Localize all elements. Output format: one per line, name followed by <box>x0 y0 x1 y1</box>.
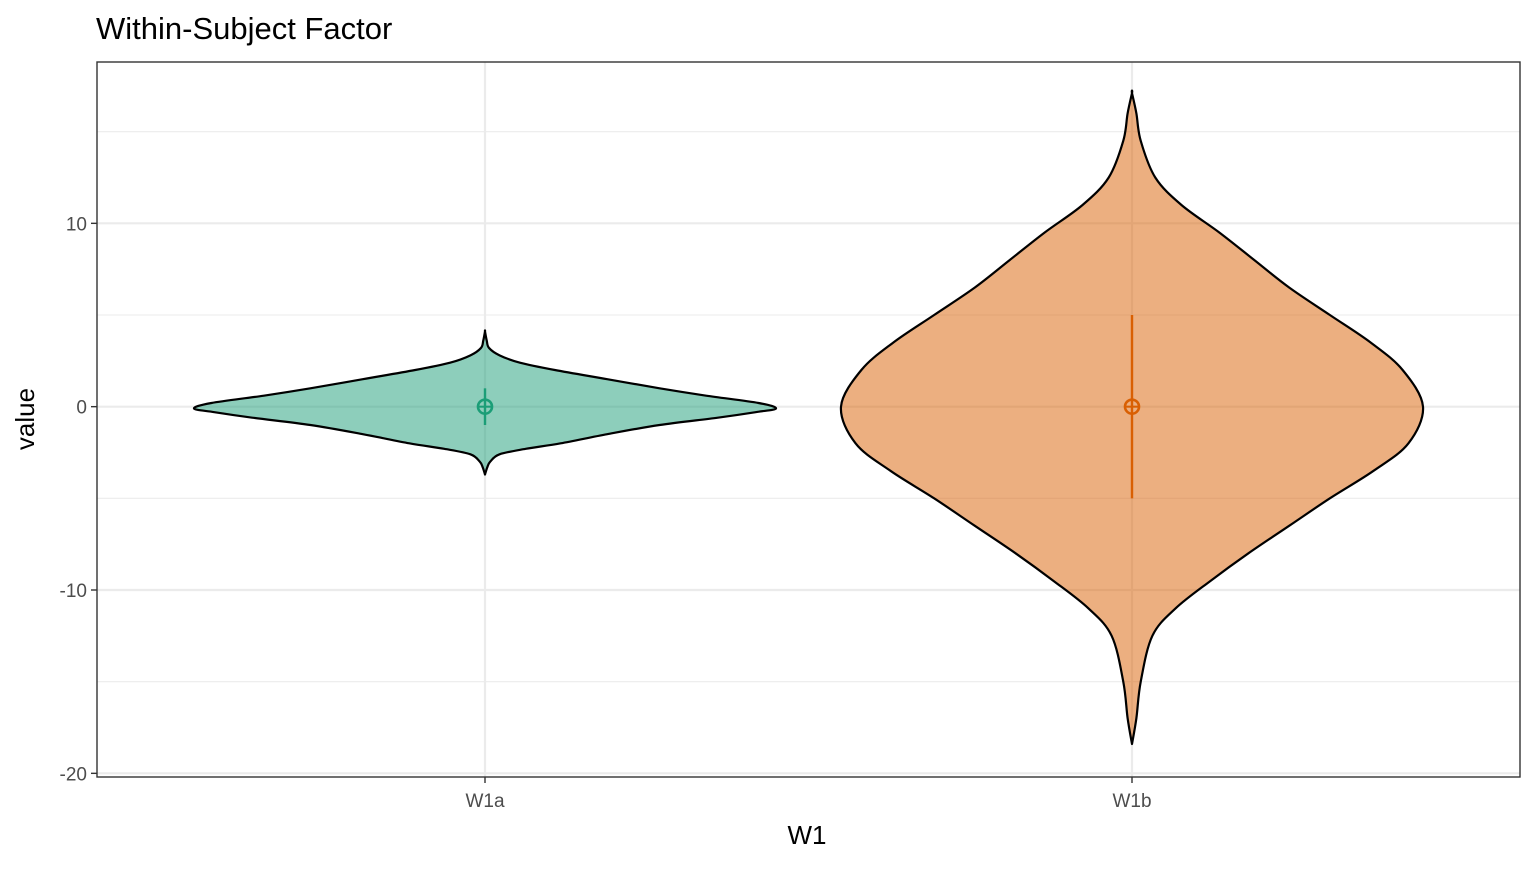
plot-border <box>96 61 1521 778</box>
y-tick-label: 10 <box>66 214 87 235</box>
x-tick-label: W1b <box>1112 791 1151 812</box>
y-tick-label: 0 <box>76 398 87 419</box>
x-tick-label: W1a <box>465 791 505 812</box>
y-tick-label: -10 <box>60 581 87 602</box>
y-axis-title: value <box>10 388 40 450</box>
plot-panel: -20 -10 0 10 W1a W1b <box>60 61 1521 812</box>
y-tick-label: -20 <box>60 764 87 785</box>
chart-title: Within-Subject Factor <box>96 11 392 46</box>
x-axis-title: W1 <box>788 820 827 850</box>
